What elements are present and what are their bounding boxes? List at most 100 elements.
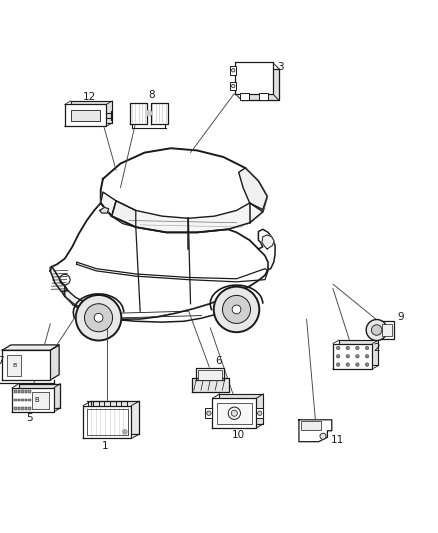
Text: 5: 5 <box>26 414 33 424</box>
Polygon shape <box>101 148 267 232</box>
Polygon shape <box>65 286 85 310</box>
Polygon shape <box>236 62 272 94</box>
Circle shape <box>94 313 103 322</box>
Polygon shape <box>2 345 59 350</box>
Circle shape <box>356 346 359 350</box>
Polygon shape <box>74 298 223 322</box>
Circle shape <box>223 295 251 324</box>
Text: 11: 11 <box>331 434 344 445</box>
Text: 2: 2 <box>373 343 380 352</box>
FancyBboxPatch shape <box>382 324 392 336</box>
Circle shape <box>346 363 350 366</box>
Bar <box>21 399 24 401</box>
FancyBboxPatch shape <box>230 82 237 91</box>
Polygon shape <box>91 401 139 434</box>
Circle shape <box>336 363 340 366</box>
Polygon shape <box>101 192 263 232</box>
Text: B: B <box>35 397 39 403</box>
Polygon shape <box>196 368 224 381</box>
Circle shape <box>214 287 259 332</box>
FancyBboxPatch shape <box>217 403 252 424</box>
Polygon shape <box>100 207 109 213</box>
Circle shape <box>356 354 359 358</box>
FancyBboxPatch shape <box>7 354 21 376</box>
Polygon shape <box>258 229 275 270</box>
Bar <box>18 399 20 401</box>
Bar <box>28 407 31 410</box>
Polygon shape <box>65 104 106 126</box>
FancyBboxPatch shape <box>240 93 249 100</box>
Bar <box>28 390 31 393</box>
Polygon shape <box>339 340 378 366</box>
Polygon shape <box>50 266 68 292</box>
Text: 8: 8 <box>148 90 155 100</box>
Circle shape <box>336 354 340 358</box>
FancyBboxPatch shape <box>301 421 321 430</box>
Polygon shape <box>151 103 167 124</box>
Polygon shape <box>18 384 60 408</box>
Circle shape <box>76 295 121 341</box>
FancyBboxPatch shape <box>256 408 263 418</box>
Circle shape <box>231 410 237 416</box>
Polygon shape <box>131 103 147 124</box>
Bar <box>18 407 20 410</box>
FancyBboxPatch shape <box>259 93 268 100</box>
Circle shape <box>365 363 369 366</box>
Text: 12: 12 <box>83 92 96 102</box>
Polygon shape <box>71 101 112 123</box>
Bar <box>21 390 24 393</box>
Circle shape <box>336 346 340 350</box>
Polygon shape <box>50 345 59 380</box>
Circle shape <box>146 110 152 116</box>
Polygon shape <box>2 350 50 380</box>
Text: B: B <box>12 362 16 368</box>
Circle shape <box>346 354 350 358</box>
Circle shape <box>365 346 369 350</box>
Text: 1: 1 <box>102 441 109 451</box>
Text: 3: 3 <box>277 62 284 72</box>
Bar <box>14 407 17 410</box>
Circle shape <box>207 411 211 415</box>
Circle shape <box>231 69 235 72</box>
FancyBboxPatch shape <box>32 392 49 409</box>
Circle shape <box>85 304 113 332</box>
Circle shape <box>320 433 326 439</box>
Polygon shape <box>112 201 136 227</box>
Circle shape <box>231 84 235 88</box>
Polygon shape <box>239 168 267 209</box>
Bar <box>18 390 20 393</box>
Bar <box>25 390 27 393</box>
Text: 10: 10 <box>232 430 245 440</box>
FancyBboxPatch shape <box>71 110 100 120</box>
Text: 6: 6 <box>215 356 222 366</box>
Polygon shape <box>192 378 229 392</box>
Polygon shape <box>83 406 131 439</box>
Polygon shape <box>212 398 256 428</box>
Circle shape <box>232 305 241 314</box>
Bar <box>21 407 24 410</box>
Text: 9: 9 <box>397 312 404 322</box>
Polygon shape <box>219 394 263 424</box>
Polygon shape <box>262 235 274 249</box>
FancyBboxPatch shape <box>198 370 223 379</box>
Bar <box>14 399 17 401</box>
Text: 7: 7 <box>0 356 4 366</box>
Circle shape <box>366 319 387 341</box>
Polygon shape <box>12 388 53 412</box>
Polygon shape <box>299 420 332 442</box>
Circle shape <box>346 346 350 350</box>
FancyBboxPatch shape <box>377 321 394 339</box>
Circle shape <box>371 325 382 335</box>
Polygon shape <box>242 69 279 101</box>
Polygon shape <box>333 344 372 369</box>
Bar <box>28 399 31 401</box>
Circle shape <box>365 354 369 358</box>
Circle shape <box>258 411 262 415</box>
Circle shape <box>356 363 359 366</box>
FancyBboxPatch shape <box>205 408 212 418</box>
Circle shape <box>123 430 127 434</box>
FancyBboxPatch shape <box>230 66 237 75</box>
Polygon shape <box>50 203 268 320</box>
Bar <box>25 407 27 410</box>
Bar <box>14 390 17 393</box>
